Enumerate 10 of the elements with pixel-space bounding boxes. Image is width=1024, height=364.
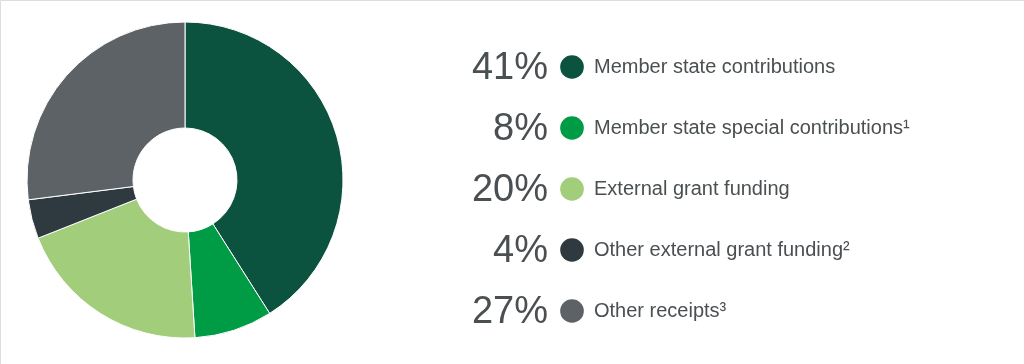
- data-label: 41%: [471, 45, 548, 87]
- data-label: 20%: [471, 167, 548, 209]
- legend-label: Other external grant funding²: [594, 238, 851, 260]
- legend-label: Member state contributions: [594, 55, 836, 77]
- data-label: 27%: [471, 289, 548, 331]
- legend-label: External grant funding: [594, 177, 790, 199]
- legend-label: Other receipts³: [594, 299, 727, 321]
- data-label: 4%: [493, 228, 548, 270]
- legend-label: Member state special contributions¹: [594, 116, 911, 138]
- data-label: 8%: [493, 106, 548, 148]
